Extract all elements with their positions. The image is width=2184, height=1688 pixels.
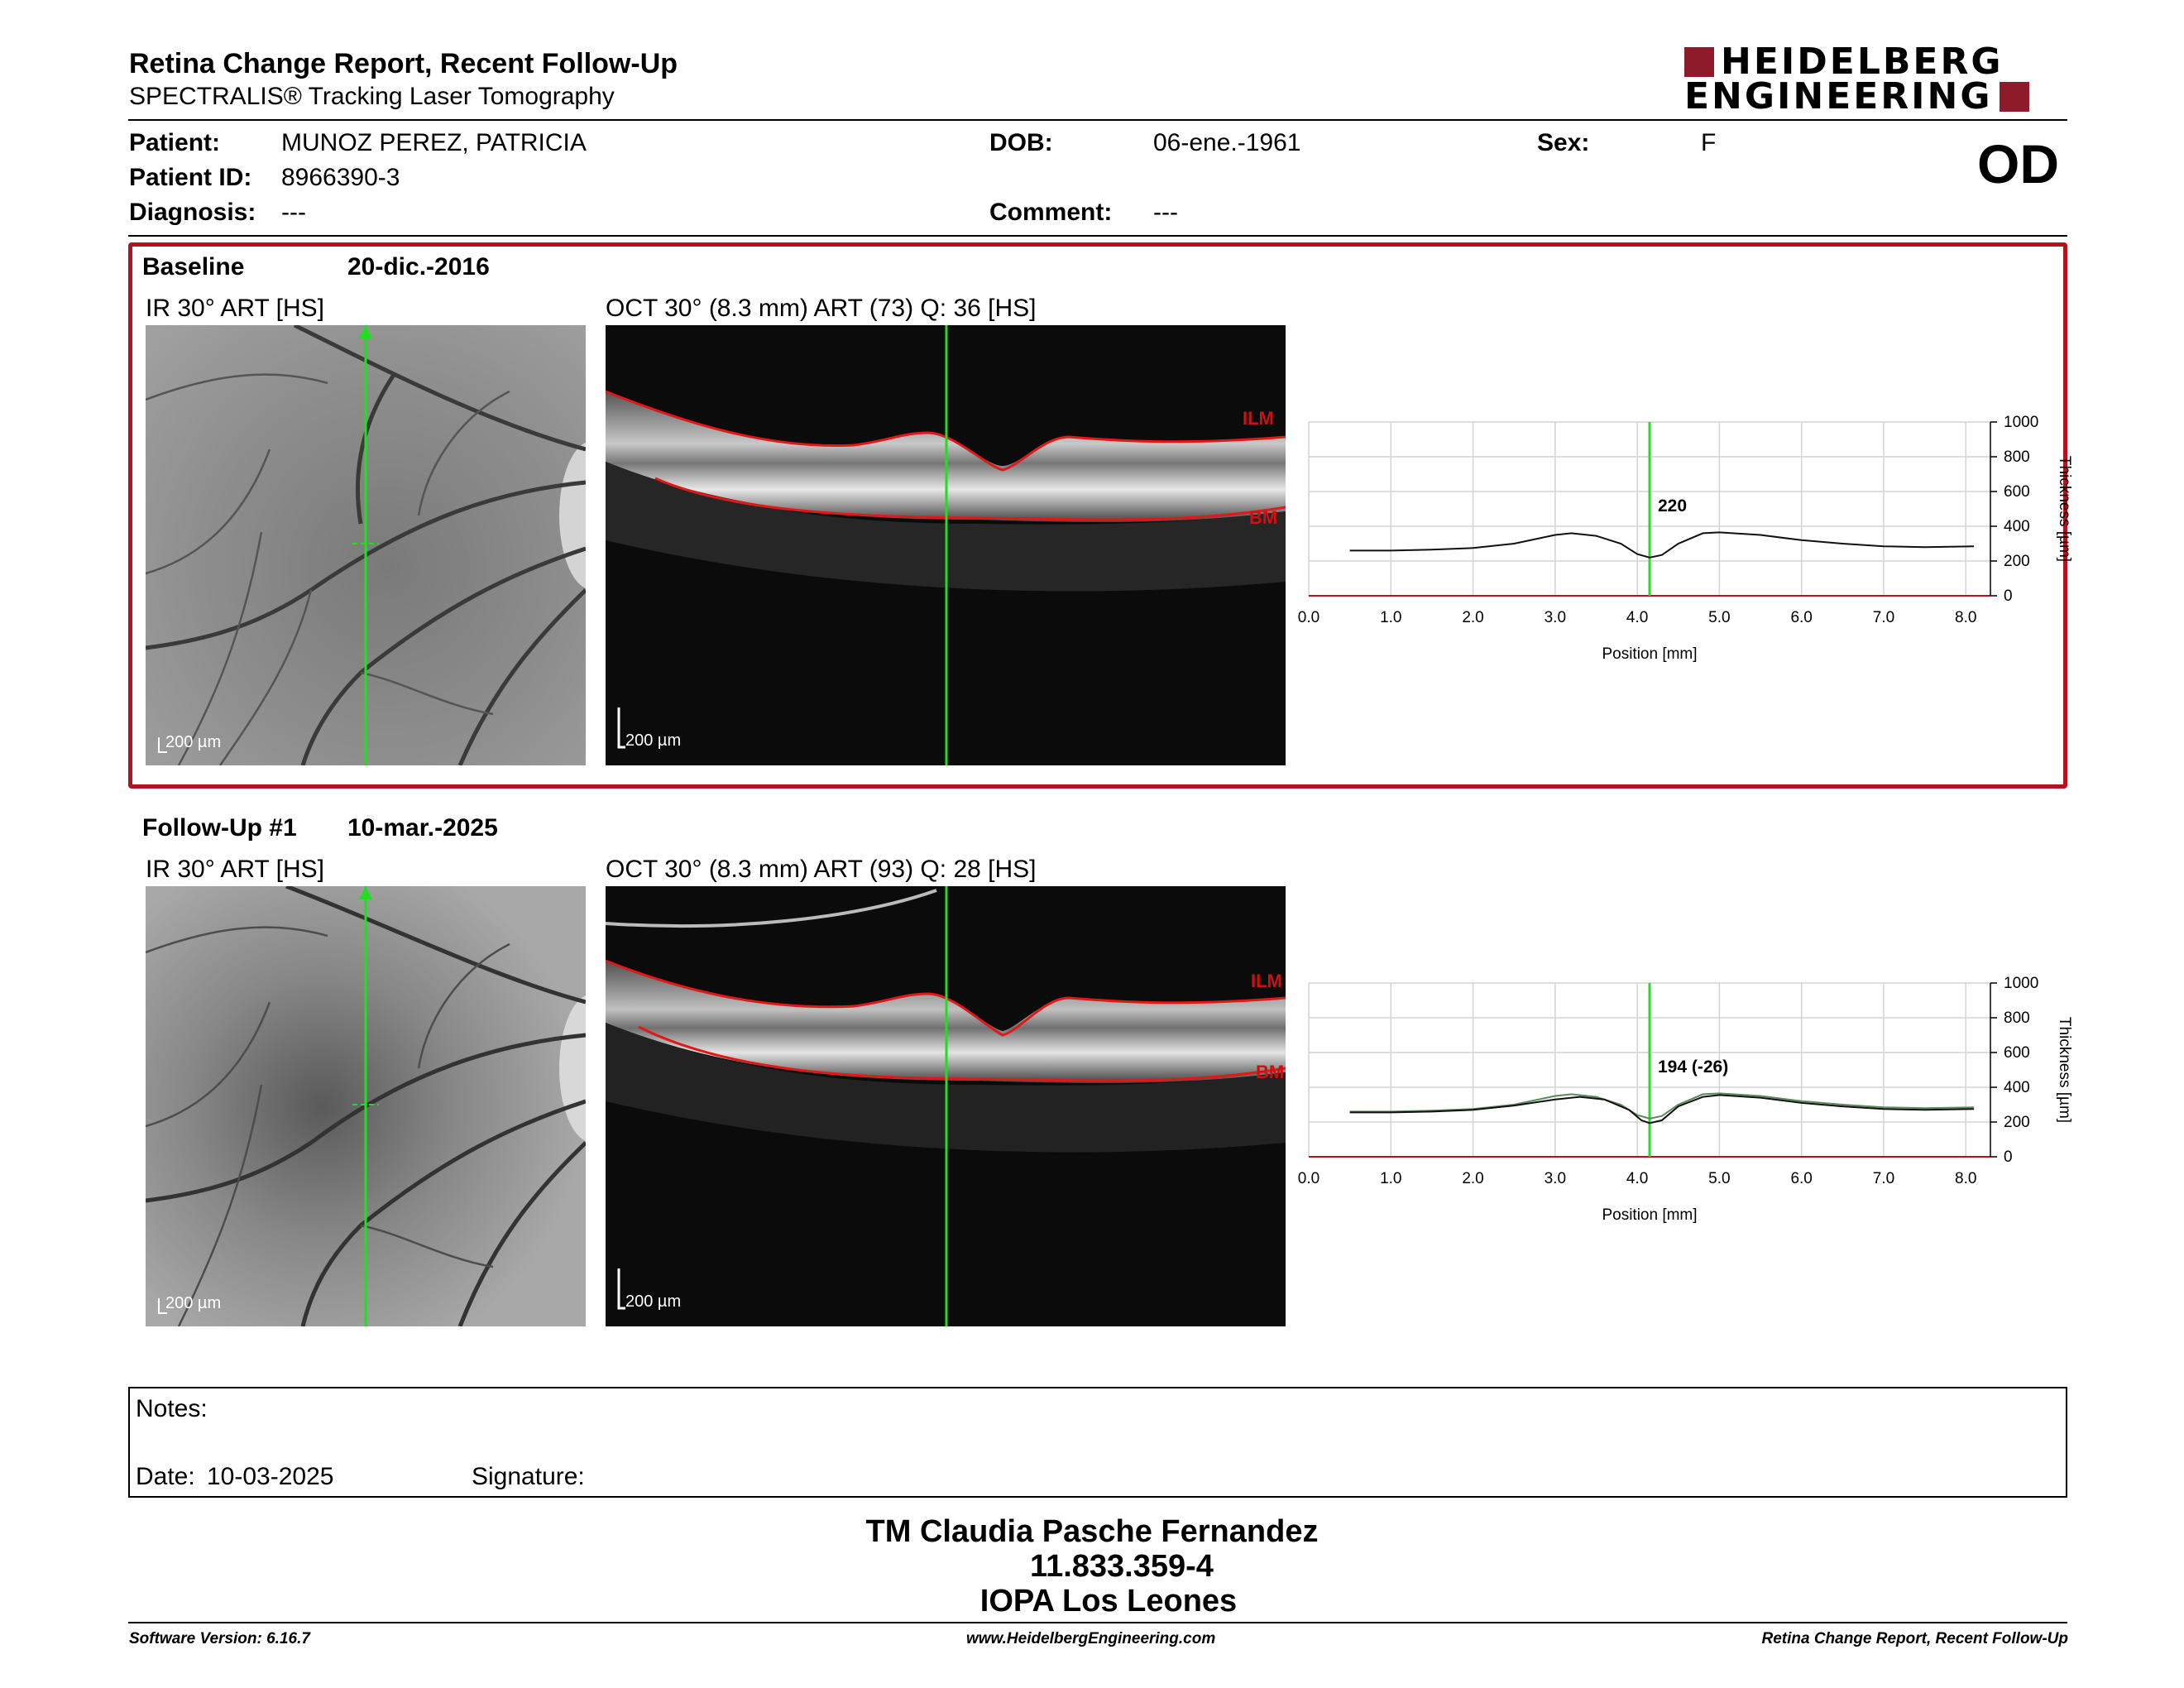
thickness-value-label: 220: [1658, 496, 1687, 516]
y-tick-label: 0: [2004, 1149, 2013, 1166]
x-tick-label: 2.0: [1462, 1170, 1483, 1187]
y-tick-label: 800: [2004, 1009, 2030, 1027]
heidelberg-logo: HEIDELBERG ENGINEERING: [1684, 41, 2068, 119]
signer-name: TM Claudia Pasche Fernandez: [865, 1514, 1319, 1549]
dob-value: 06-ene.-1961: [1153, 129, 1301, 156]
logo-line2: ENGINEERING: [1684, 75, 1993, 117]
software-version: Software Version: 6.16.7: [129, 1630, 310, 1647]
followup-thickness-chart: 0.0 1.0 2.0 3.0 4.0 5.0 6.0 7.0 8.0 0 200 400 600 800…: [1298, 975, 2073, 1224]
x-tick-label: 7.0: [1873, 1170, 1894, 1187]
followup-ir-title: IR 30° ART [HS]: [146, 856, 324, 883]
baseline-ilm-label: ILM: [1243, 408, 1274, 429]
followup-oct-bscan-image: ILM BM 200 µm: [606, 886, 1286, 1326]
followup-bm-label: BM: [1256, 1062, 1284, 1082]
thickness-series-line: [1349, 1094, 1975, 1125]
thickness-series-line: [1349, 531, 1975, 559]
patient-name: MUNOZ PEREZ, PATRICIA: [281, 129, 587, 156]
x-tick-label: 8.0: [1955, 1170, 1976, 1187]
baseline-ir-scale: 200 µm: [165, 733, 221, 751]
logo-line1: HEIDELBERG: [1721, 41, 2004, 83]
date-value: 10-03-2025: [207, 1463, 334, 1490]
x-tick-label: 3.0: [1545, 609, 1566, 626]
diagnosis-label: Diagnosis:: [129, 199, 256, 226]
sex-value: F: [1701, 129, 1717, 156]
footer-report-name: Retina Change Report, Recent Follow-Up: [1761, 1630, 2068, 1647]
baseline-thickness-chart: 0.0 1.0 2.0 3.0 4.0 5.0 6.0 7.0 8.0 0 200 400 600 800…: [1298, 414, 2073, 663]
y-axis-label: Thickness [µm]: [2056, 456, 2073, 562]
y-tick-label: 1000: [2004, 975, 2038, 992]
y-tick-label: 800: [2004, 448, 2030, 466]
logo-square-icon: [1999, 82, 2029, 112]
x-tick-label: 4.0: [1626, 609, 1648, 626]
baseline-bm-label: BM: [1249, 507, 1277, 528]
followup-label: Follow-Up #1: [142, 814, 297, 842]
patient-id-label: Patient ID:: [129, 164, 252, 191]
signer-id: 11.833.359-4: [1030, 1549, 1214, 1584]
x-tick-label: 8.0: [1955, 609, 1976, 626]
y-tick-label: 200: [2004, 553, 2030, 570]
website-link[interactable]: www.HeidelbergEngineering.com: [966, 1630, 1216, 1647]
followup-oct-scale: 200 µm: [625, 1292, 681, 1311]
baseline-date: 20-dic.-2016: [347, 253, 490, 281]
y-axis-label: Thickness [µm]: [2056, 1017, 2073, 1123]
thickness-value-label: 194 (-26): [1658, 1057, 1728, 1077]
logo-square-icon: [1684, 47, 1714, 77]
y-tick-label: 1000: [2004, 414, 2038, 431]
x-tick-label: 1.0: [1380, 1170, 1401, 1187]
x-axis-label: Position [mm]: [1602, 645, 1697, 663]
y-tick-label: 0: [2004, 587, 2013, 605]
comment-label: Comment:: [989, 199, 1113, 226]
followup-date: 10-mar.-2025: [347, 814, 498, 842]
header-divider: [128, 119, 2067, 121]
x-tick-label: 5.0: [1708, 609, 1730, 626]
y-tick-label: 400: [2004, 1079, 2030, 1096]
x-axis-label: Position [mm]: [1602, 1206, 1697, 1224]
x-tick-label: 1.0: [1380, 609, 1401, 626]
y-tick-label: 600: [2004, 483, 2030, 501]
report-subtitle: SPECTRALIS® Tracking Laser Tomography: [129, 83, 615, 110]
thickness-series-line: [1349, 1092, 1975, 1120]
x-tick-label: 7.0: [1873, 609, 1894, 626]
baseline-ir-title: IR 30° ART [HS]: [146, 295, 324, 322]
notes-label: Notes:: [136, 1395, 208, 1422]
x-tick-label: 6.0: [1790, 1170, 1812, 1187]
baseline-oct-scale: 200 µm: [625, 731, 681, 750]
baseline-section-frame: [128, 242, 2067, 789]
y-tick-label: 600: [2004, 1044, 2030, 1062]
notes-box: [128, 1387, 2067, 1498]
x-tick-label: 0.0: [1298, 609, 1320, 626]
patient-divider: [128, 235, 2067, 237]
patient-label: Patient:: [129, 129, 221, 156]
x-tick-label: 6.0: [1790, 609, 1812, 626]
y-tick-label: 400: [2004, 518, 2030, 535]
followup-ir-fundus-image: 200 µm: [146, 886, 586, 1326]
baseline-oct-title: OCT 30° (8.3 mm) ART (73) Q: 36 [HS]: [606, 295, 1037, 322]
x-tick-label: 2.0: [1462, 609, 1483, 626]
signer-org: IOPA Los Leones: [979, 1584, 1238, 1618]
followup-ir-scale: 200 µm: [165, 1294, 221, 1312]
report-title: Retina Change Report, Recent Follow-Up: [129, 48, 678, 79]
x-tick-label: 0.0: [1298, 1170, 1320, 1187]
baseline-label: Baseline: [142, 253, 245, 281]
followup-oct-title: OCT 30° (8.3 mm) ART (93) Q: 28 [HS]: [606, 856, 1037, 883]
baseline-ir-fundus-image: 200 µm: [146, 325, 586, 765]
x-tick-label: 5.0: [1708, 1170, 1730, 1187]
x-tick-label: 4.0: [1626, 1170, 1648, 1187]
patient-id: 8966390-3: [281, 164, 400, 191]
diagnosis-value: ---: [281, 199, 306, 226]
x-tick-label: 3.0: [1545, 1170, 1566, 1187]
sex-label: Sex:: [1537, 129, 1590, 156]
comment-value: ---: [1153, 199, 1178, 226]
dob-label: DOB:: [989, 129, 1053, 156]
followup-ilm-label: ILM: [1251, 971, 1282, 991]
footer-divider: [128, 1622, 2067, 1623]
eye-indicator: OD: [1977, 133, 2059, 194]
signature-label: Signature:: [472, 1463, 585, 1490]
baseline-oct-bscan-image: ILM BM 200 µm: [606, 325, 1286, 765]
date-label: Date:: [136, 1463, 195, 1490]
y-tick-label: 200: [2004, 1114, 2030, 1131]
